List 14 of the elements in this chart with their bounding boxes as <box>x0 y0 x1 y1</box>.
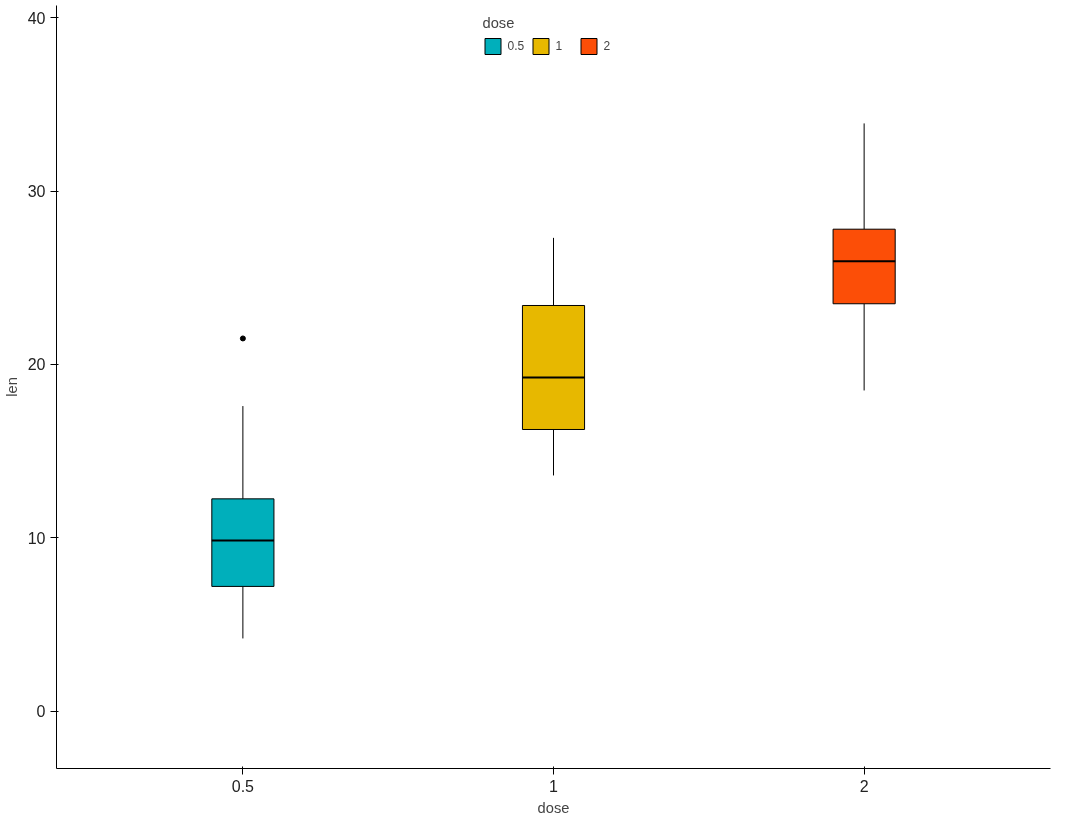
x-tick-label: 2 <box>859 777 869 795</box>
legend-label: 0.5 <box>507 39 526 53</box>
y-axis-title: len <box>3 377 20 397</box>
y-tick-label: 0 <box>36 703 46 721</box>
legend-label: 1 <box>555 39 564 53</box>
legend-label: 2 <box>603 39 612 53</box>
legend-title: dose <box>482 15 516 31</box>
x-axis-title: dose <box>537 799 570 816</box>
y-tick-label: 40 <box>27 9 46 27</box>
x-tick-label: 1 <box>549 777 559 795</box>
y-tick-label: 20 <box>27 356 46 374</box>
x-tick-label: 0.5 <box>231 777 255 795</box>
y-tick-label: 10 <box>27 529 46 547</box>
y-tick-label: 30 <box>27 183 46 201</box>
